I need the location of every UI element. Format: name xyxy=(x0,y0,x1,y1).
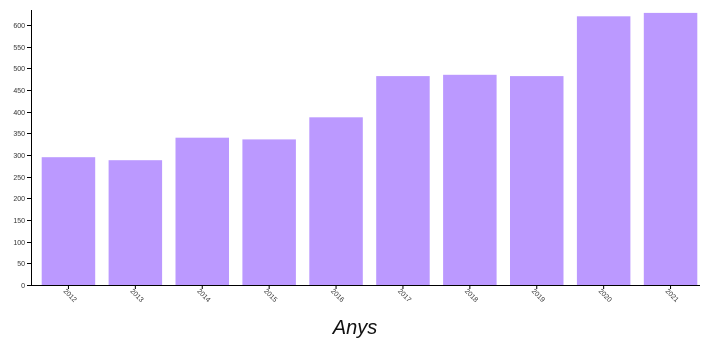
bar-2012 xyxy=(41,157,96,285)
y-tick-label: 250 xyxy=(13,175,25,182)
x-axis-title: Anys xyxy=(332,317,377,339)
x-tick-label: 2020 xyxy=(597,288,613,304)
x-tick-label: 2013 xyxy=(128,288,144,304)
y-tick-label: 0 xyxy=(21,283,25,290)
x-tick-label: 2019 xyxy=(530,288,546,304)
y-tick-label: 500 xyxy=(13,66,25,73)
x-tick-label: 2015 xyxy=(262,288,278,304)
x-tick-label: 2014 xyxy=(195,288,211,304)
bar-2020 xyxy=(576,16,631,286)
y-tick-label: 400 xyxy=(13,110,25,117)
y-tick-label: 100 xyxy=(13,240,25,247)
bar-2019 xyxy=(510,76,564,285)
y-tick-label: 50 xyxy=(17,261,25,268)
x-tick-label: 2017 xyxy=(396,288,412,304)
x-tick-label: 2018 xyxy=(463,288,479,304)
y-tick-label: 450 xyxy=(13,88,25,95)
bar-2014 xyxy=(175,137,229,285)
x-tick-label: 2016 xyxy=(329,288,345,304)
bar-2013 xyxy=(108,160,163,285)
x-tick-label: 2021 xyxy=(664,288,680,304)
y-tick-label: 150 xyxy=(13,218,25,225)
bar-2016 xyxy=(309,117,363,285)
y-tick-label: 200 xyxy=(13,196,25,203)
bars xyxy=(41,12,698,286)
y-tick-label: 350 xyxy=(13,131,25,138)
y-tick-label: 300 xyxy=(13,153,25,160)
x-axis: 2012 2013 2014 2015 2016 2017 2018 2019 2020 2021 xyxy=(31,285,700,304)
x-tick-label: 2012 xyxy=(62,288,78,304)
bar-2015 xyxy=(242,139,296,285)
y-axis: 0 50 100 150 200 250 300 350 400 450 500 550 600 xyxy=(13,10,32,290)
y-tick-label: 550 xyxy=(13,45,25,52)
bar-2018 xyxy=(443,74,497,285)
bar-2021 xyxy=(643,12,698,286)
y-tick-label: 600 xyxy=(13,23,25,30)
bar-2017 xyxy=(376,76,430,285)
